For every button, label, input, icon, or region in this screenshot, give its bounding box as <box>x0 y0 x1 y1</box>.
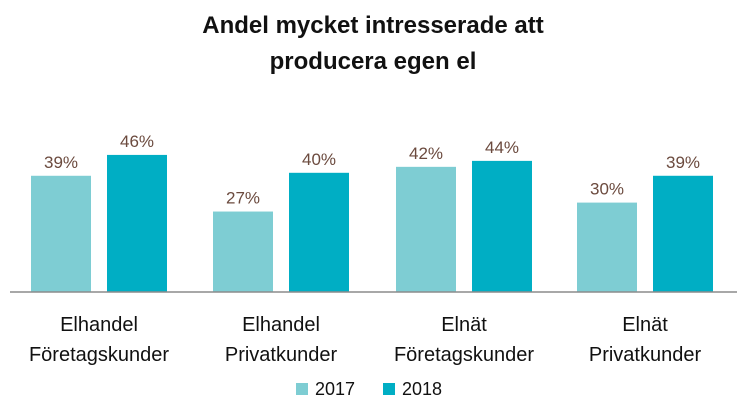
legend-label-2018: 2018 <box>402 379 442 399</box>
bar-2018-1 <box>107 154 167 292</box>
data-label-2017-4: 30% <box>590 180 624 199</box>
category-label-3-line-1: Elnät <box>441 314 487 336</box>
category-label-1-line-2: Företagskunder <box>29 344 169 366</box>
category-label-2-line-2: Privatkunder <box>225 344 338 366</box>
data-label-2017-2: 27% <box>226 189 260 208</box>
bar-2017-3 <box>396 166 456 292</box>
category-label-4-line-1: Elnät <box>622 314 668 336</box>
bar-2018-3 <box>472 160 532 292</box>
category-label-2-line-1: Elhandel <box>242 314 320 336</box>
category-label-4-line-2: Privatkunder <box>589 344 702 366</box>
category-label-1-line-1: Elhandel <box>60 314 138 336</box>
legend-swatch-2018 <box>383 383 395 395</box>
category-label-3-line-2: Företagskunder <box>394 344 534 366</box>
bar-2018-2 <box>289 172 349 292</box>
bar-2018-4 <box>653 175 713 292</box>
legend-label-2017: 2017 <box>315 379 355 399</box>
data-label-2017-3: 42% <box>409 144 443 163</box>
bar-2017-2 <box>213 211 273 292</box>
chart-title-line-1: Andel mycket intresserade att <box>202 12 544 39</box>
data-label-2018-1: 46% <box>120 132 154 151</box>
data-label-2018-2: 40% <box>302 150 336 169</box>
data-label-2018-3: 44% <box>485 138 519 157</box>
legend-swatch-2017 <box>296 383 308 395</box>
data-label-2018-4: 39% <box>666 153 700 172</box>
chart-title-line-2: producera egen el <box>269 48 477 75</box>
bar-2017-1 <box>31 175 91 292</box>
chart-title: Andel mycket intresserade att producera … <box>0 8 746 80</box>
bar-2017-4 <box>577 202 637 292</box>
data-label-2017-1: 39% <box>44 153 78 172</box>
